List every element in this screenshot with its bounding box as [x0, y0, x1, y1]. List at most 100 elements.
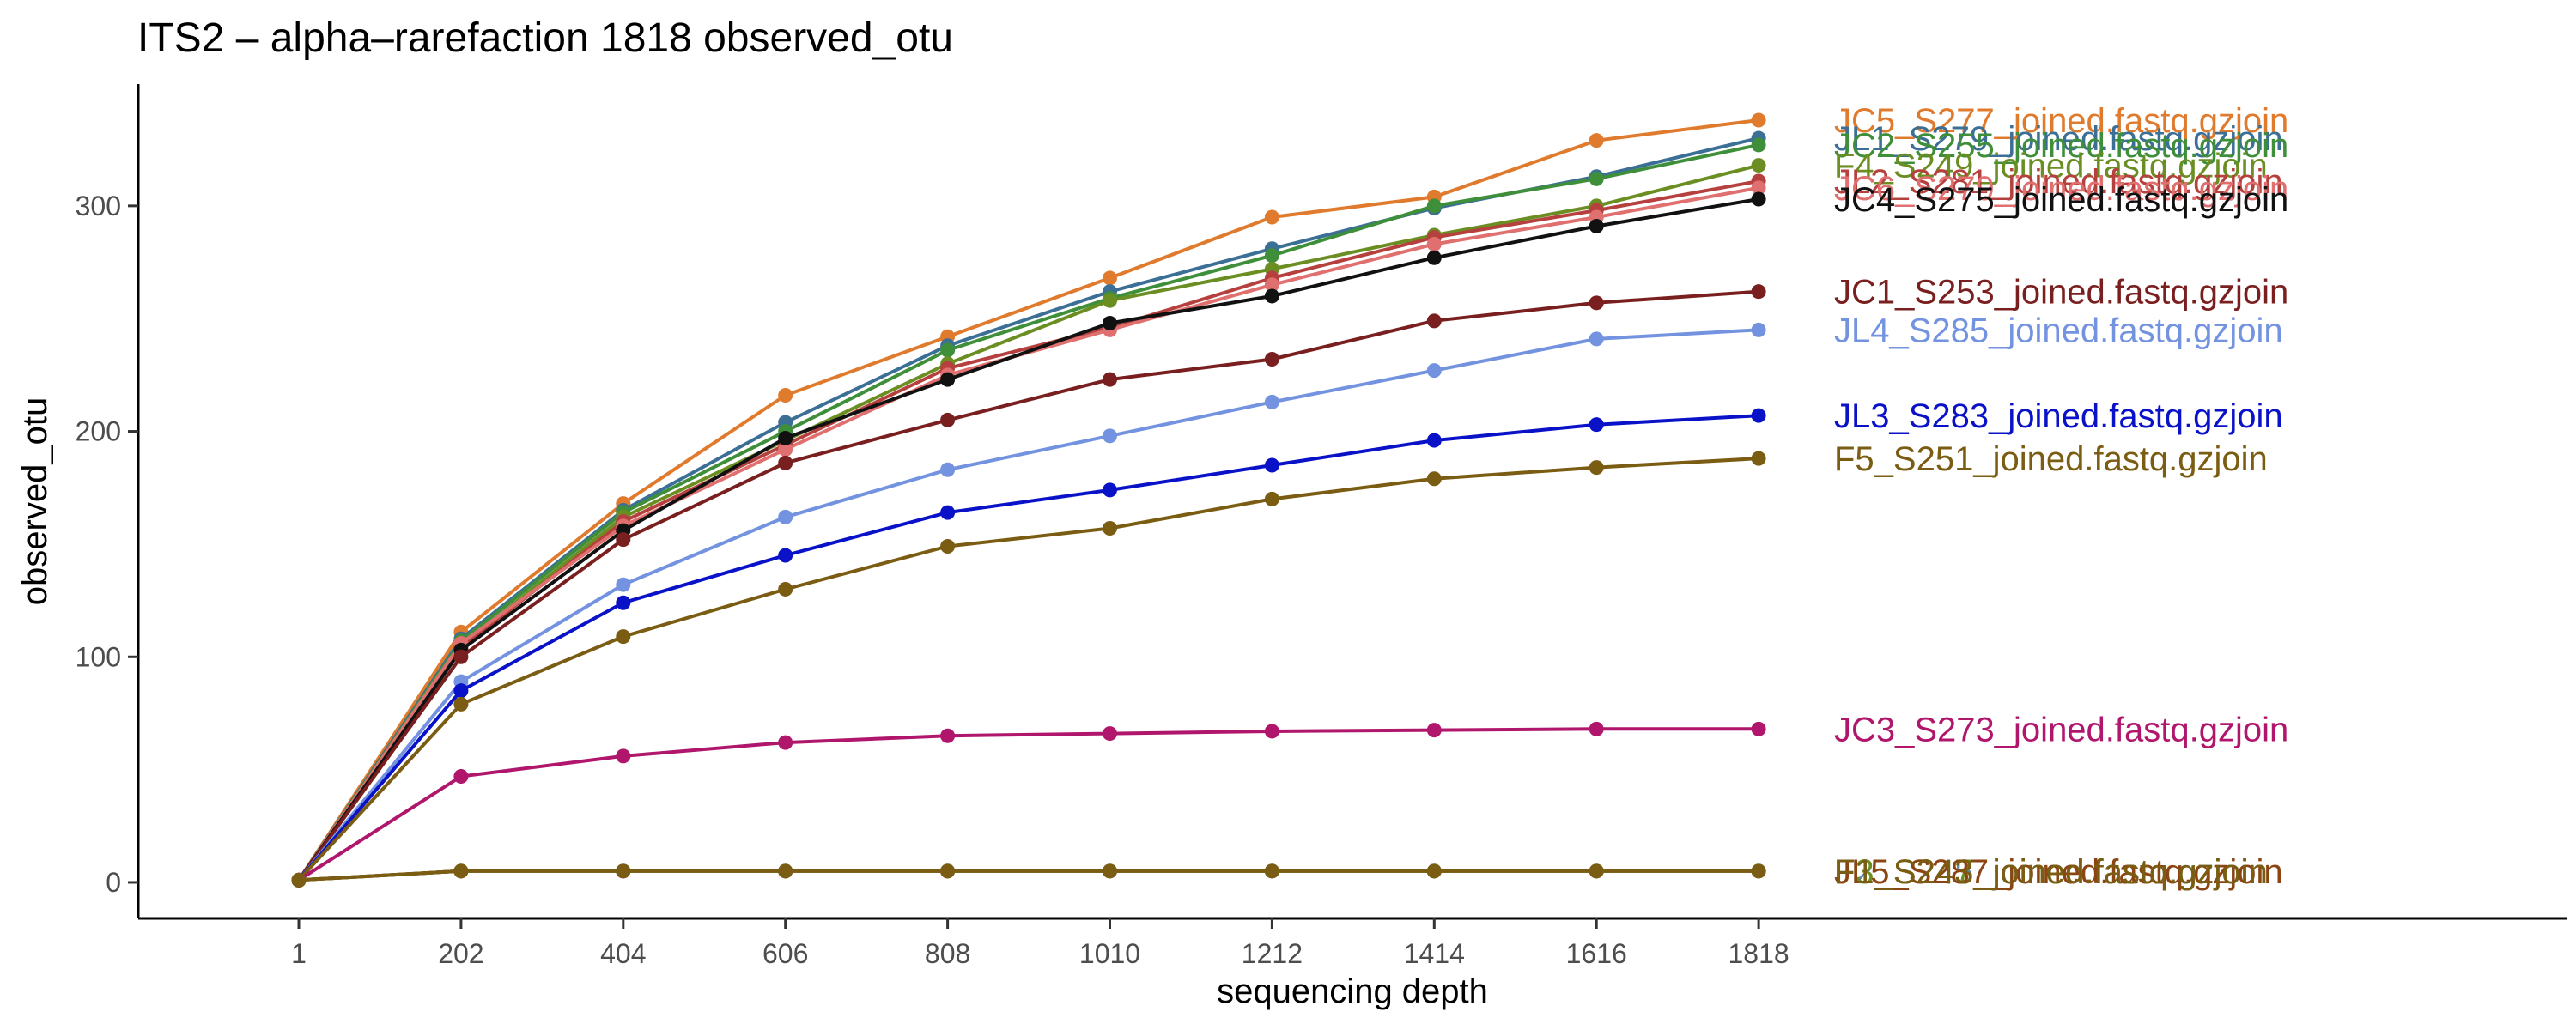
series-line: [297, 185, 1759, 882]
series-label: JC1_S253_joined.fastq.gzjoin: [1834, 274, 2288, 312]
data-point: [1103, 521, 1117, 536]
series-1: [291, 130, 1766, 888]
data-point: [453, 768, 469, 784]
x-tick-label: 1818: [1728, 938, 1789, 969]
series-line: [297, 163, 1759, 882]
series-6: [291, 191, 1766, 888]
data-point: [1103, 428, 1117, 444]
data-point: [616, 863, 631, 879]
x-tick-label: 1: [291, 938, 307, 969]
x-tick-label: 606: [762, 938, 808, 969]
data-point: [1103, 293, 1117, 308]
data-point: [778, 430, 793, 445]
x-tick-label: 202: [438, 938, 483, 969]
data-point: [778, 509, 793, 524]
data-point: [778, 388, 793, 403]
series-label: F4_S249_joined.fastq.gzjoin: [1834, 148, 2268, 185]
data-point: [616, 532, 631, 548]
data-point: [1264, 351, 1279, 367]
series-2: [291, 137, 1766, 888]
data-point: [1751, 284, 1766, 300]
series-labels: JC5_S277_joined.fastq.gzjoinJL1_S279_joi…: [1834, 102, 2288, 891]
x-axis-title: sequencing depth: [1217, 972, 1488, 1010]
series-line: [297, 197, 1759, 882]
x-tick-label: 1414: [1404, 938, 1465, 969]
series-14: [291, 863, 1766, 888]
data-point: [778, 735, 793, 750]
data-point: [616, 629, 631, 645]
data-point: [616, 577, 631, 592]
x-tick-label: 1616: [1566, 938, 1627, 969]
series-8: [291, 322, 1766, 888]
data-point: [778, 548, 793, 563]
data-point: [1589, 863, 1604, 879]
data-point: [1751, 158, 1766, 173]
series-line: [297, 142, 1759, 882]
series-line: [298, 869, 1759, 882]
y-tick-label: 300: [76, 191, 121, 221]
series-label: JL3_S283_joined.fastq.gzjoin: [1834, 397, 2283, 435]
data-point: [1751, 322, 1766, 337]
series-label: JC4_S275_joined.fastq.gzjoin: [1834, 181, 2288, 219]
data-point: [778, 442, 793, 457]
data-point: [1426, 198, 1442, 214]
series-15: [291, 863, 1766, 888]
data-point: [1426, 433, 1442, 448]
data-point: [1264, 248, 1279, 264]
series-13: [291, 863, 1766, 888]
data-point: [940, 372, 956, 387]
series-label: F3_S247_joined.fastq.gzjoin: [1834, 853, 2268, 891]
data-point: [1589, 295, 1604, 311]
series-7: [291, 284, 1766, 888]
series-label: JL1_S279_joined.fastq.gzjoin: [1834, 120, 2283, 158]
series-label: JC2_S255_joined.fastq.gzjoin: [1834, 127, 2288, 165]
data-point: [778, 455, 793, 470]
series-label: JC3_S273_joined.fastq.gzjoin: [1834, 711, 2288, 748]
series-label: JL2_S281_joined.fastq.gzjoin: [1834, 163, 2283, 201]
data-point: [1426, 863, 1442, 879]
y-tick-label: 200: [76, 416, 121, 447]
data-point: [1103, 315, 1117, 330]
x-tick-label: 1010: [1079, 938, 1140, 969]
data-point: [940, 412, 956, 427]
series-label: JL5_S287_joined.fastq.gzjoin: [1834, 853, 2283, 891]
data-point: [1426, 250, 1442, 265]
data-point: [1103, 372, 1117, 387]
series-label: F5_S251_joined.fastq.gzjoin: [1834, 440, 2268, 478]
series-line: [297, 328, 1759, 882]
data-point: [453, 696, 469, 712]
series-label: F2_S245_joined.fastq.gzjoin: [1834, 853, 2268, 891]
data-point: [1426, 313, 1442, 329]
y-axis-title: observed_otu: [16, 397, 54, 605]
data-point: [1589, 219, 1604, 234]
series-line: [297, 414, 1759, 882]
x-tick-label: 808: [925, 938, 970, 969]
data-point: [940, 728, 956, 743]
data-point: [1751, 137, 1766, 153]
data-point: [940, 863, 956, 879]
series-9: [291, 408, 1766, 888]
data-point: [453, 863, 469, 879]
series-line: [297, 118, 1759, 882]
data-point: [940, 462, 956, 477]
data-point: [1426, 723, 1442, 738]
series-line: [297, 289, 1759, 882]
series-label: JL4_S285_joined.fastq.gzjoin: [1834, 312, 2283, 349]
series-5: [291, 180, 1766, 888]
data-point: [1751, 191, 1766, 207]
x-axis-ticks: 1 202 404 606 808 1010 1212 1414 1616 1818: [291, 918, 1789, 969]
data-point: [940, 539, 956, 554]
data-point: [616, 595, 631, 610]
series-11: [291, 721, 1766, 888]
y-axis-ticks: 0 100 200 300: [76, 191, 138, 898]
data-point: [1751, 863, 1766, 879]
series-line: [297, 457, 1759, 882]
data-point: [1103, 726, 1117, 742]
data-point: [1589, 417, 1604, 433]
series-line: [297, 727, 1759, 882]
data-point: [1264, 394, 1279, 409]
data-point: [1103, 482, 1117, 498]
series-label: JC5_S277_joined.fastq.gzjoin: [1834, 102, 2288, 140]
data-point: [778, 863, 793, 879]
